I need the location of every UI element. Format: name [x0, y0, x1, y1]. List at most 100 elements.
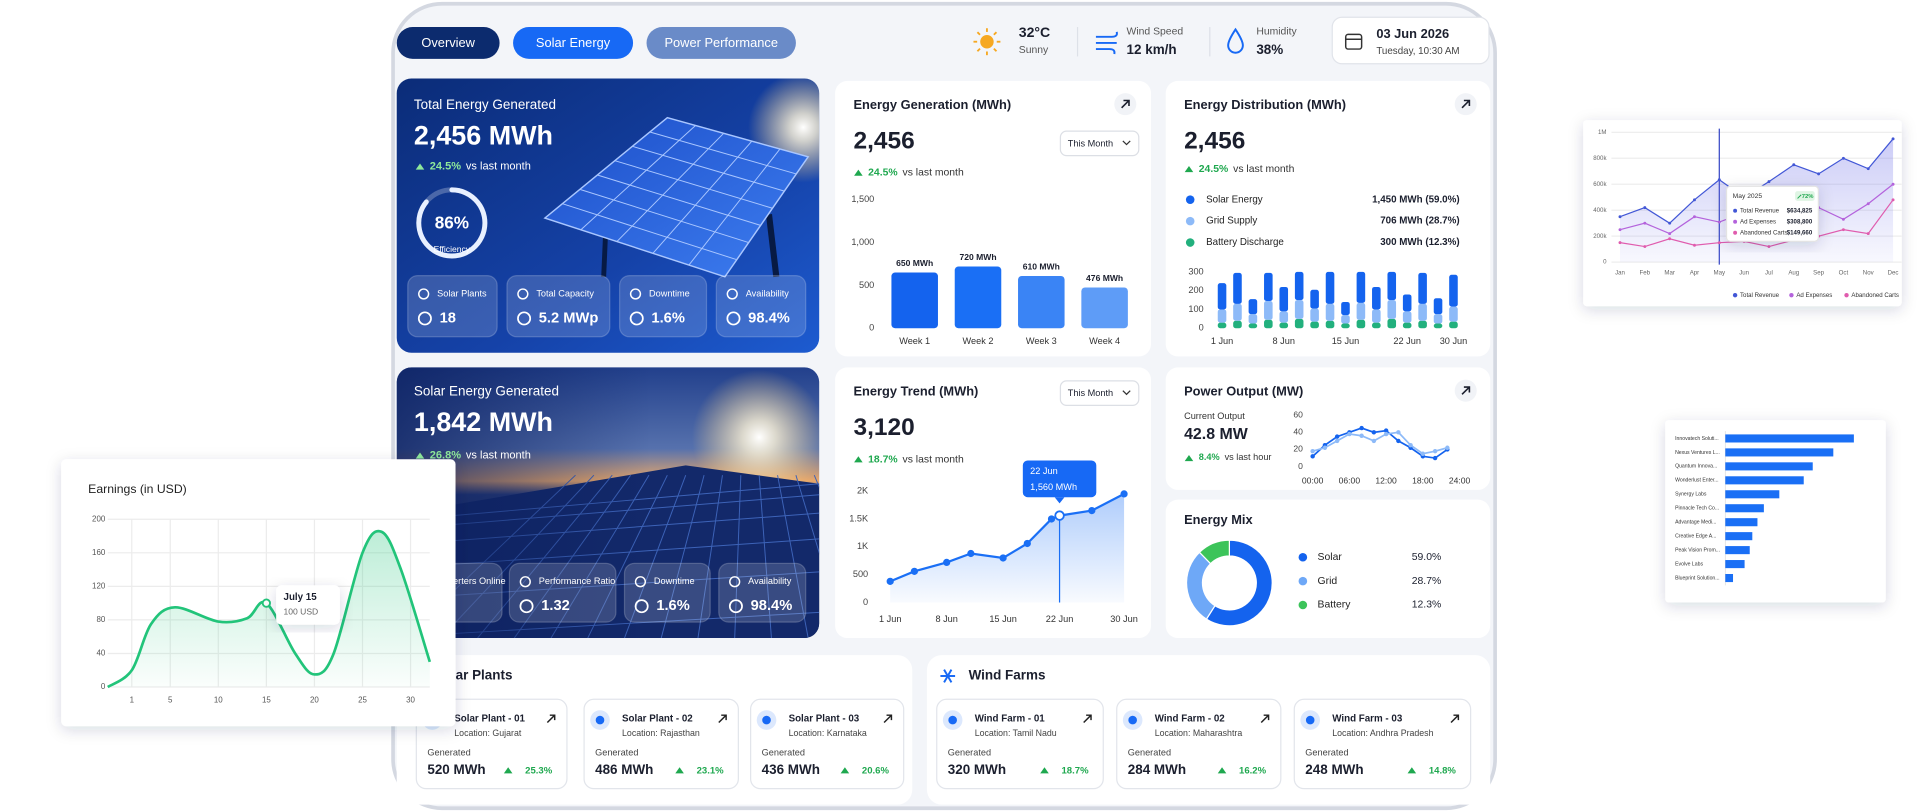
- nav-tab[interactable]: Overview: [396, 27, 500, 59]
- up-arrow: [1184, 166, 1194, 173]
- stat-icon: [634, 576, 647, 588]
- data-point: [1618, 228, 1622, 232]
- label: Energy Generation (MWh): [853, 97, 1011, 112]
- site-card[interactable]: Solar Plant - 03 Location: Karnataka Gener…: [750, 698, 905, 790]
- expand-button[interactable]: [1114, 93, 1137, 116]
- stat-icon: [629, 311, 644, 326]
- tooltip-box: [1022, 460, 1097, 498]
- bar-segment: [1356, 271, 1366, 303]
- bar-segment: [1279, 322, 1289, 329]
- bar-segment: [1325, 303, 1335, 321]
- data-point: [1767, 180, 1771, 184]
- area-fill: [890, 493, 1125, 603]
- nav-tab[interactable]: Power Performance: [646, 27, 796, 59]
- label: 23.1%: [697, 765, 725, 776]
- x-tick-label: Jun: [1739, 270, 1749, 277]
- data-point: [1717, 241, 1721, 245]
- label: 42.8 MW: [1184, 426, 1248, 443]
- tooltip-box: [276, 585, 340, 625]
- bar: [1725, 532, 1753, 541]
- label: 284 MWh: [1128, 762, 1186, 777]
- calendar-icon: [1344, 33, 1363, 50]
- bar-segment: [1433, 323, 1443, 329]
- bar-segment: [1372, 322, 1381, 329]
- x-tick-label: Week 4: [1089, 336, 1120, 346]
- bar-segment: [1233, 303, 1242, 321]
- data-point: [1396, 430, 1401, 435]
- x-tick-label: 00:00: [1302, 476, 1324, 486]
- panel-surface: [543, 116, 810, 278]
- legend-dot: [1732, 292, 1738, 298]
- y-tick-label: Blueprint Solution...: [1675, 575, 1719, 581]
- bar-segment: [1418, 303, 1427, 321]
- legend-value: 59.0%: [1412, 552, 1441, 563]
- label: 98.4%: [748, 310, 790, 326]
- label: 1.6%: [656, 598, 689, 614]
- panel-grid: [616, 132, 725, 242]
- bar-segment: [1217, 283, 1227, 310]
- site-card[interactable]: Wind Farm - 03 Location: Andhra Pradesh Ge…: [1293, 698, 1472, 790]
- label: 25.3%: [525, 765, 553, 776]
- dropdown[interactable]: This Month: [1059, 130, 1140, 157]
- sun-ray: [993, 47, 998, 52]
- change-caption: vs last month: [1233, 164, 1294, 175]
- label: Wind Farm - 02: [1155, 713, 1226, 724]
- x-tick-label: Feb: [1640, 270, 1651, 277]
- up-arrow: [854, 456, 863, 463]
- label: 1,560 MWh: [1030, 482, 1077, 492]
- dropdown[interactable]: This Month: [1059, 380, 1140, 406]
- legend-value: 300 MWh (12.3%): [1380, 237, 1459, 248]
- bar-value-label: 610 MWh: [1023, 262, 1060, 272]
- label: Inverters Online: [441, 576, 506, 586]
- x-tick-label: Jul: [1765, 270, 1773, 277]
- panel-grid: [597, 174, 761, 226]
- x-tick-label: 15: [262, 696, 271, 705]
- bar: [1725, 560, 1745, 569]
- data-point: [1866, 202, 1870, 206]
- sunset-illustration: [396, 367, 820, 639]
- change-text: 8.4% vs last hour: [1199, 452, 1272, 462]
- data-point: [1371, 430, 1377, 435]
- change-value: 8.4%: [1199, 452, 1220, 462]
- y-tick-label: 1M: [1598, 129, 1607, 136]
- data-point: [1383, 428, 1389, 433]
- tooltip-value: $308,800: [1787, 218, 1813, 225]
- label: Generated: [1305, 748, 1348, 758]
- arrow-icon: [883, 714, 893, 724]
- data-point: [1891, 137, 1895, 141]
- y-tick-label: 600k: [1593, 181, 1607, 188]
- y-tick-label: 40: [96, 649, 105, 658]
- arrow-icon: [718, 714, 727, 724]
- site-icon-core: [595, 715, 605, 725]
- bar-segment: [1248, 314, 1258, 324]
- site-card[interactable]: Wind Farm - 02 Location: Maharashtra Gener…: [1116, 698, 1282, 790]
- tooltip-label: Ad Expenses: [1740, 218, 1776, 225]
- tooltip-pointer: [1054, 497, 1065, 504]
- site-card[interactable]: Wind Farm - 01 Location: Tamil Nadu Genera…: [936, 698, 1104, 790]
- up-arrow: [1184, 454, 1194, 462]
- expand-button[interactable]: [1454, 379, 1477, 402]
- x-tick-label: Apr: [1690, 270, 1700, 277]
- legend-dot: [1789, 292, 1794, 298]
- data-point: [1618, 215, 1622, 219]
- sun-ray: [993, 31, 998, 36]
- data-point: [1891, 198, 1895, 202]
- change-caption: vs last month: [466, 161, 531, 173]
- data-point: [1668, 232, 1672, 236]
- stat-icon: [634, 599, 649, 614]
- data-point: [1396, 438, 1401, 444]
- legend-dot: [1733, 219, 1738, 224]
- site-card[interactable]: Solar Plant - 02 Location: Rajasthan Gener…: [583, 698, 739, 790]
- bar-segment: [1217, 309, 1227, 323]
- bar: [1725, 448, 1834, 457]
- panel-grid: [632, 145, 785, 192]
- x-tick-label: Week 1: [899, 336, 930, 346]
- expand-button[interactable]: [1454, 93, 1477, 116]
- nav-tab[interactable]: Solar Energy: [513, 27, 634, 59]
- data-point: [1120, 490, 1128, 498]
- data-point: [1817, 172, 1821, 176]
- tooltip-box: [1725, 185, 1819, 242]
- data-point: [1643, 206, 1647, 210]
- bar-segment: [1402, 322, 1412, 329]
